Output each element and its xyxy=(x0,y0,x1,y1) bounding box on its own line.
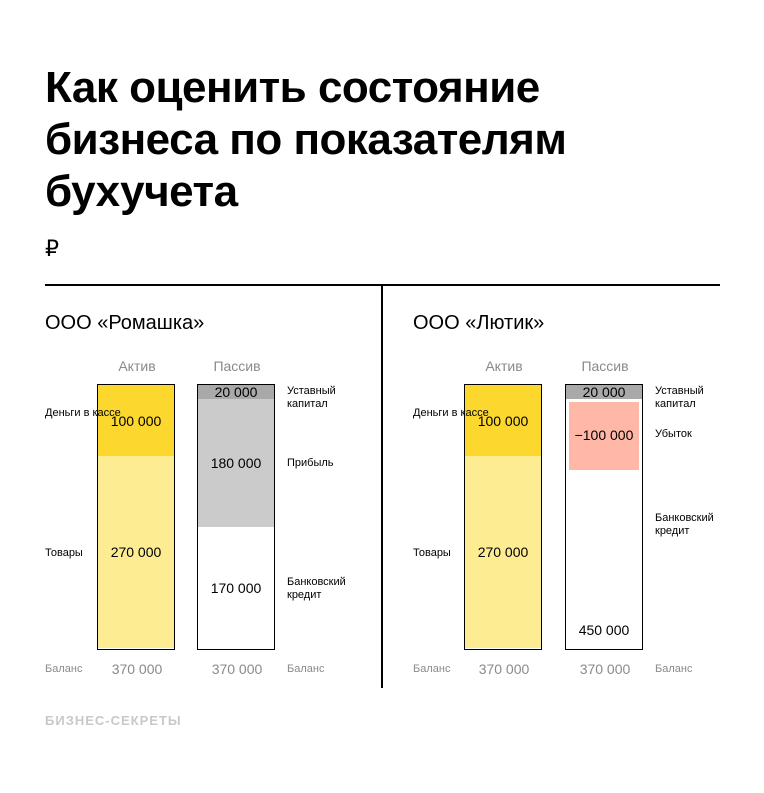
bar-segment xyxy=(465,385,541,457)
segment-value: 270 000 xyxy=(477,544,529,561)
bar-segment xyxy=(198,527,274,648)
company-name: ООО «Лютик» xyxy=(413,312,545,334)
balance-label: Баланс xyxy=(45,663,83,675)
liabilities-bar: 20 000 180 000 170 000 xyxy=(197,384,275,650)
page-title: Как оценить состояние бизнеса по показат… xyxy=(45,62,725,218)
liabilities-bar: 20 000 −100 000 450 000 xyxy=(565,384,643,650)
column-header-liabilities: Пассив xyxy=(213,358,261,374)
title-line: бухучета xyxy=(45,167,238,216)
segment-label-loss: Убыток xyxy=(655,428,692,440)
segment-value: 20 000 xyxy=(214,384,258,401)
column-header-liabilities: Пассив xyxy=(581,358,629,374)
segment-label-cash: Деньги в кассе xyxy=(413,407,489,419)
brand-logo: БИЗНЕС-СЕКРЕТЫ xyxy=(45,713,182,728)
balance-label: Баланс xyxy=(413,663,451,675)
segment-value: 450 000 xyxy=(578,622,630,639)
balance-label: Баланс xyxy=(287,663,325,675)
divider-horizontal xyxy=(45,284,720,286)
assets-bar: 100 000 270 000 xyxy=(464,384,542,650)
bar-segment xyxy=(566,470,642,649)
divider-vertical xyxy=(381,286,383,688)
column-header-assets: Актив xyxy=(485,358,523,374)
bar-segment xyxy=(98,456,174,648)
segment-label-credit: Банковский кредит xyxy=(655,512,714,537)
segment-label-goods: Товары xyxy=(45,547,83,559)
segment-value: 170 000 xyxy=(210,579,262,596)
segment-value: 100 000 xyxy=(477,412,529,429)
bar-segment xyxy=(98,385,174,457)
bar-segment xyxy=(198,385,274,400)
segment-label-capital: Уставный капитал xyxy=(287,385,336,410)
assets-total: 370 000 xyxy=(478,661,530,677)
segment-label-goods: Товары xyxy=(413,547,451,559)
assets-total: 370 000 xyxy=(111,661,163,677)
balance-label: Баланс xyxy=(655,663,693,675)
segment-value: 20 000 xyxy=(582,384,626,401)
segment-label-profit: Прибыль xyxy=(287,457,334,469)
segment-label-capital: Уставный капитал xyxy=(655,385,704,410)
company-name: ООО «Ромашка» xyxy=(45,312,205,334)
bar-segment xyxy=(569,402,639,472)
title-line: Как оценить состояние xyxy=(45,63,540,112)
bar-segment xyxy=(198,399,274,528)
liabilities-total: 370 000 xyxy=(211,661,263,677)
currency-label: ₽ xyxy=(45,236,59,261)
bar-segment xyxy=(465,456,541,648)
segment-label-cash: Деньги в кассе xyxy=(45,407,121,419)
column-header-assets: Актив xyxy=(118,358,156,374)
segment-value: 270 000 xyxy=(110,544,162,561)
segment-value: 100 000 xyxy=(110,412,162,429)
liabilities-total: 370 000 xyxy=(579,661,631,677)
title-line: бизнеса по показателям xyxy=(45,115,567,164)
segment-label-credit: Банковский кредит xyxy=(287,576,346,601)
segment-value: 180 000 xyxy=(210,455,262,472)
segment-value: −100 000 xyxy=(574,426,634,443)
assets-bar: 100 000 270 000 xyxy=(97,384,175,650)
bar-segment xyxy=(566,385,642,400)
